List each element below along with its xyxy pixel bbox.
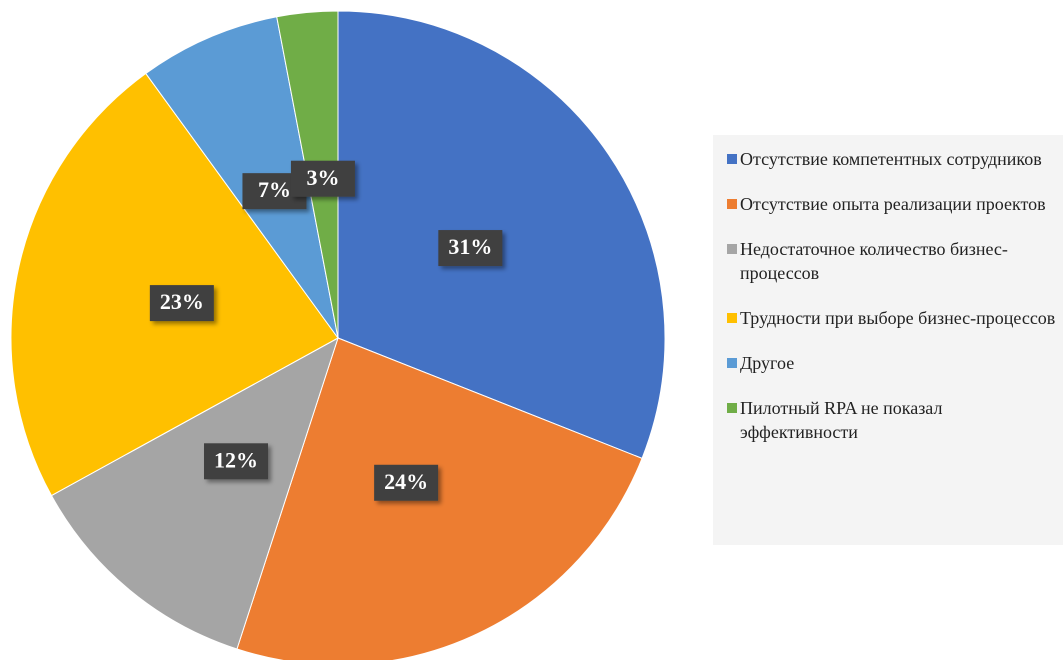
legend-label: Другое [740,353,795,373]
pie-slice [236,337,643,660]
pie-slice [10,72,339,497]
legend-swatch [727,358,737,368]
data-label: 24% [384,469,428,494]
data-label: 12% [214,447,258,472]
legend-swatch [727,313,737,323]
data-label: 23% [160,289,204,314]
data-labels: 31% 24% 12% 23% 7% 3% [149,160,503,501]
legend-swatch [727,199,737,209]
pie [10,10,666,660]
legend-entry: Отсутствие компетентных сотрудников [727,147,1060,171]
legend-swatch [727,244,737,254]
legend-swatch [727,403,737,413]
legend-entry: Отсутствие опыта реализации проектов [727,192,1060,216]
legend-entry: Недостаточное количество бизнес-процессо… [727,237,1060,285]
legend-label: Пилотный RPA не показал эффективности [740,398,943,442]
data-label: 7% [258,177,291,202]
legend-entry: Пилотный RPA не показал эффективности [727,396,1060,444]
data-label: 3% [306,165,339,190]
label-box [438,230,503,267]
data-label: 31% [448,234,492,259]
legend-entry: Трудности при выборе бизнес-процессов [727,306,1060,330]
label-box [149,285,214,322]
legend-label: Недостаточное количество бизнес-процессо… [740,239,1008,283]
legend-label: Отсутствие опыта реализации проектов [740,194,1046,214]
legend-entry: Другое [727,351,1060,375]
label-box [204,443,269,480]
legend-label: Отсутствие компетентных сотрудников [740,149,1042,169]
pie-slice [145,16,339,339]
legend: Отсутствие компетентных сотрудников Отсут… [713,135,1063,545]
label-box [374,464,439,501]
chart: 31% 24% 12% 23% 7% 3% [10,10,666,660]
legend-swatch [727,154,737,164]
pie-slice [50,336,339,650]
label-box [290,160,355,197]
legend-label: Трудности при выборе бизнес-процессов [740,308,1056,328]
